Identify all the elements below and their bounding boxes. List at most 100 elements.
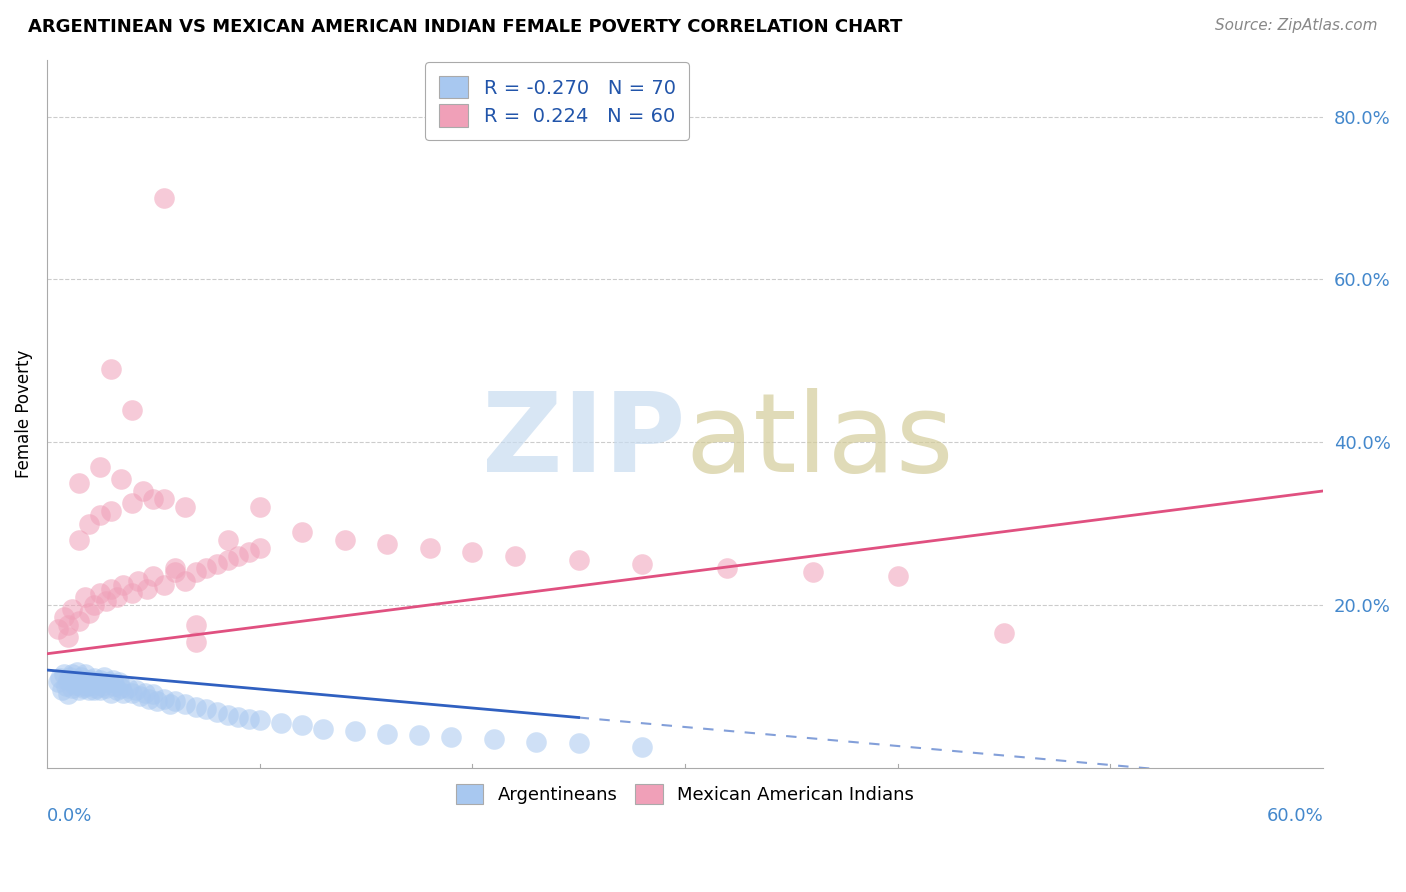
Point — [312, 722, 335, 736]
Point — [121, 402, 143, 417]
Point — [100, 504, 122, 518]
Point — [52, 667, 75, 681]
Point — [174, 500, 197, 515]
Point — [249, 714, 271, 728]
Point — [89, 459, 111, 474]
Point — [56, 631, 79, 645]
Point — [163, 566, 186, 580]
Point — [108, 675, 131, 690]
Point — [146, 694, 169, 708]
Point — [142, 492, 165, 507]
Point — [375, 726, 398, 740]
Point — [110, 472, 132, 486]
Point — [153, 577, 176, 591]
Point — [138, 691, 160, 706]
Point — [153, 191, 176, 205]
Point — [195, 561, 218, 575]
Text: 0.0%: 0.0% — [46, 806, 93, 824]
Point — [153, 492, 176, 507]
Point — [96, 681, 118, 695]
Point — [83, 598, 105, 612]
Point — [100, 582, 122, 596]
Point — [134, 686, 156, 700]
Point — [482, 732, 505, 747]
Text: ARGENTINEAN VS MEXICAN AMERICAN INDIAN FEMALE POVERTY CORRELATION CHART: ARGENTINEAN VS MEXICAN AMERICAN INDIAN F… — [28, 18, 903, 36]
Point — [56, 688, 79, 702]
Text: atlas: atlas — [685, 389, 953, 495]
Point — [97, 675, 120, 690]
Point — [79, 673, 101, 687]
Point — [121, 496, 143, 510]
Point — [568, 736, 591, 750]
Point — [125, 683, 148, 698]
Point — [184, 634, 207, 648]
Point — [184, 699, 207, 714]
Point — [67, 475, 90, 490]
Point — [419, 541, 441, 555]
Point — [142, 688, 165, 702]
Point — [127, 574, 149, 588]
Point — [79, 606, 101, 620]
Point — [121, 585, 143, 599]
Point — [100, 686, 122, 700]
Point — [93, 669, 115, 683]
Point — [62, 681, 84, 695]
Point — [408, 728, 430, 742]
Point — [142, 569, 165, 583]
Point — [270, 715, 292, 730]
Point — [524, 734, 547, 748]
Point — [70, 679, 93, 693]
Point — [205, 706, 228, 720]
Point — [89, 673, 111, 687]
Point — [96, 594, 118, 608]
Text: 60.0%: 60.0% — [1267, 806, 1323, 824]
Point — [440, 730, 463, 744]
Point — [291, 718, 314, 732]
Point — [48, 671, 70, 685]
Point — [89, 585, 111, 599]
Point — [121, 686, 143, 700]
Text: Source: ZipAtlas.com: Source: ZipAtlas.com — [1215, 18, 1378, 33]
Point — [83, 671, 105, 685]
Point — [67, 683, 90, 698]
Point — [105, 683, 128, 698]
Point — [80, 678, 103, 692]
Point — [291, 524, 314, 539]
Point — [174, 697, 197, 711]
Point — [195, 702, 218, 716]
Point — [163, 561, 186, 575]
Point — [631, 740, 654, 755]
Point — [79, 516, 101, 531]
Point — [217, 553, 239, 567]
Point — [159, 697, 181, 711]
Point — [238, 712, 260, 726]
Point — [52, 610, 75, 624]
Point — [333, 533, 356, 547]
Point — [79, 683, 101, 698]
Point — [70, 669, 93, 683]
Point — [63, 678, 86, 692]
Point — [131, 483, 153, 498]
Point — [62, 667, 84, 681]
Point — [100, 362, 122, 376]
Point — [46, 623, 69, 637]
Point — [226, 710, 249, 724]
Point — [174, 574, 197, 588]
Point — [67, 533, 90, 547]
Point — [59, 669, 82, 683]
Point — [344, 724, 367, 739]
Point — [249, 541, 271, 555]
Point — [217, 533, 239, 547]
Point — [105, 590, 128, 604]
Point — [46, 675, 69, 690]
Point — [801, 566, 824, 580]
Point — [104, 679, 127, 693]
Point — [56, 673, 79, 687]
Text: ZIP: ZIP — [482, 389, 685, 495]
Point — [886, 569, 908, 583]
Point — [72, 681, 94, 695]
Point — [238, 545, 260, 559]
Point — [184, 618, 207, 632]
Point — [461, 545, 484, 559]
Point — [67, 673, 90, 687]
